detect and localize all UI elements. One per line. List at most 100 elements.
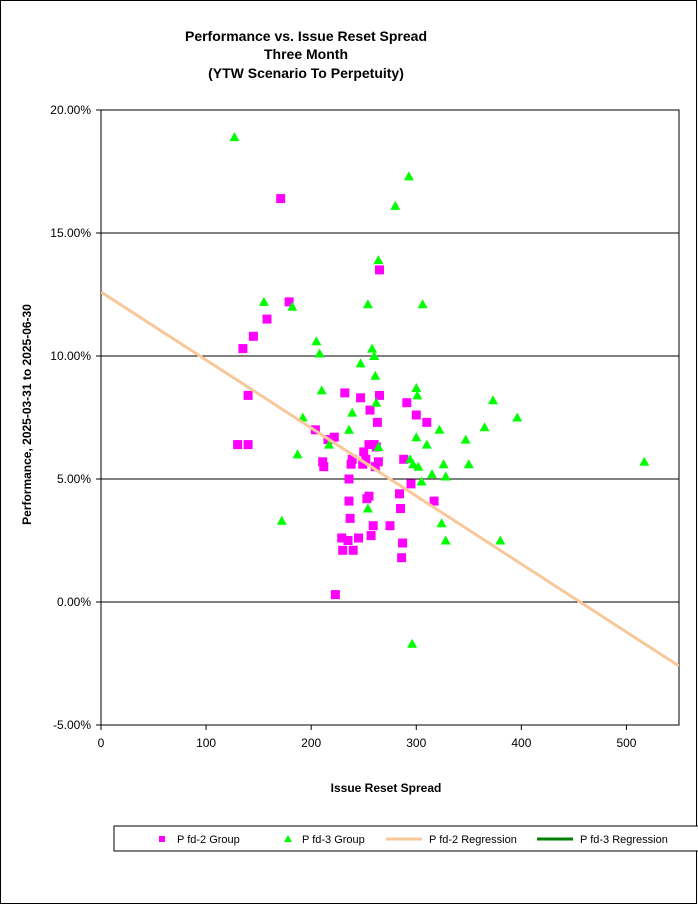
y-axis-title: Performance, 2025-03-31 to 2025-06-30 <box>20 304 34 525</box>
pfd2-point <box>396 504 405 513</box>
pfd2-point <box>358 459 368 469</box>
pfd2-point <box>330 590 340 600</box>
pfd3-point <box>411 432 422 442</box>
legend-label: P fd-3 Regression <box>580 834 668 846</box>
pfd3-point <box>314 348 325 358</box>
pfd2-point <box>284 297 294 307</box>
pfd2-point <box>262 314 272 324</box>
pfd3-point <box>403 171 414 181</box>
pfd3-point <box>316 385 327 395</box>
pfd3-point <box>438 459 449 469</box>
pfd3-point <box>427 469 437 479</box>
pfd2-point <box>338 545 348 555</box>
pfd3-point <box>421 439 432 449</box>
y-tick-label: 15.00% <box>50 226 91 240</box>
pfd2-point <box>429 496 439 506</box>
data-series <box>101 132 679 668</box>
pfd3-point <box>347 407 358 417</box>
legend-label: P fd-2 Group <box>177 834 240 846</box>
pfd2-point <box>406 479 416 489</box>
pfd3-point <box>362 503 373 513</box>
x-tick-label: 100 <box>196 736 216 750</box>
pfd2-point <box>398 538 408 548</box>
pfd2-point <box>318 457 328 467</box>
pfd3-point <box>369 351 380 360</box>
plot-area <box>100 109 680 726</box>
pfd2-point <box>364 440 374 450</box>
chart-title: Performance vs. Issue Reset Spread Three … <box>185 28 427 81</box>
pfd3-point <box>367 343 378 353</box>
pfd2-point <box>372 417 382 427</box>
pfd3-point <box>276 515 287 525</box>
pfd3-point <box>512 412 523 422</box>
pfd2-point <box>343 536 353 545</box>
pfd2-point <box>346 459 356 469</box>
pfd2-point <box>361 454 371 464</box>
x-tick-label: 0 <box>98 736 105 750</box>
pfd3-point <box>311 336 322 346</box>
pfd2-point <box>422 417 432 427</box>
pfd3-point <box>344 424 354 434</box>
pfd3-point <box>371 397 382 407</box>
pfd2-point <box>276 194 286 204</box>
pfd3-point <box>373 442 384 451</box>
pfd3-point <box>408 459 419 469</box>
pfd2-point <box>385 521 395 531</box>
pfd2-point <box>345 513 355 523</box>
pfd2-point <box>340 388 350 398</box>
x-axis-ticks: 0 100 200 300 400 500 <box>98 725 637 750</box>
legend-label: P fd-2 Regression <box>429 834 517 846</box>
pfd2-point <box>375 265 384 275</box>
pfd2-point <box>344 474 354 484</box>
pfd3-point <box>436 518 447 528</box>
chart-title-line: (YTW Scenario To Perpetuity) <box>208 65 404 81</box>
pfd3-point <box>479 422 490 432</box>
pfd3-point <box>639 456 650 466</box>
pfd2-point <box>373 457 383 467</box>
y-tick-label: 10.00% <box>50 349 91 363</box>
pfd2-point <box>248 331 258 341</box>
pfd3-point <box>370 370 381 380</box>
pfd2-point <box>243 390 253 400</box>
pfd3-point <box>416 476 427 486</box>
pfd3-point <box>434 424 445 434</box>
chart-title-line: Three Month <box>264 46 348 62</box>
pfd3-point <box>355 358 366 368</box>
pfd2-point <box>370 462 380 472</box>
pfd2-point <box>344 496 354 506</box>
pfd2-point <box>411 410 421 420</box>
y-tick-label: -5.00% <box>53 718 91 732</box>
pfd3-point <box>440 535 451 545</box>
pfd3-point <box>463 459 474 469</box>
pfd3-point <box>413 461 424 471</box>
pfd2-point <box>347 454 357 464</box>
pfd3-point <box>417 299 428 309</box>
chart-title-line: Performance vs. Issue Reset Spread <box>185 28 427 44</box>
pfd3-point <box>440 471 451 481</box>
pfd2-point <box>375 390 384 400</box>
pfd2-point <box>329 432 339 442</box>
legend: P fd-2 Group P fd-3 Group P fd-2 Regressio… <box>113 825 698 852</box>
y-tick-label: 5.00% <box>57 472 91 486</box>
pfd3-point <box>412 390 423 400</box>
pfd3-point <box>287 301 298 311</box>
y-tick-label: 0.00% <box>57 595 91 609</box>
pfd2-point <box>365 405 375 415</box>
pfd2-point <box>348 545 358 555</box>
y-axis-ticks: -5.00% 0.00% 5.00% 10.00% 15.00% 20.00% <box>50 103 101 732</box>
pfd3-point <box>373 255 384 265</box>
pfd2-point <box>243 440 253 450</box>
pfd2-point <box>364 491 374 501</box>
pfd2-point <box>399 454 409 464</box>
x-tick-label: 200 <box>301 736 321 750</box>
pfd2-point <box>368 521 378 531</box>
pfd3-point <box>390 200 401 210</box>
pfd3-point <box>495 535 506 545</box>
legend-square-swatch <box>159 836 165 842</box>
pfd3-point <box>229 132 240 142</box>
regression-line <box>101 290 679 668</box>
pfd3-point <box>488 395 498 405</box>
pfd2-point <box>238 344 248 354</box>
